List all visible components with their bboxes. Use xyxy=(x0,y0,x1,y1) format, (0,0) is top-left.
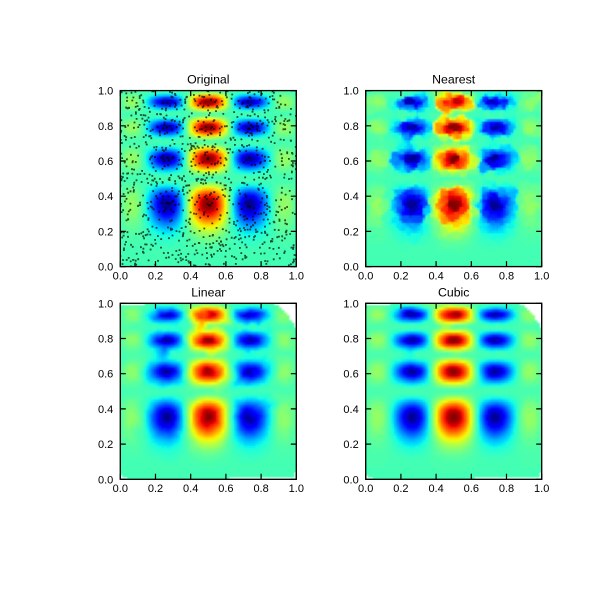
svg-text:0.6: 0.6 xyxy=(464,483,479,495)
svg-text:0.2: 0.2 xyxy=(393,483,408,495)
svg-text:1.0: 1.0 xyxy=(98,298,113,310)
svg-text:0.0: 0.0 xyxy=(343,262,358,274)
svg-text:0.8: 0.8 xyxy=(499,483,514,495)
svg-text:1.0: 1.0 xyxy=(289,483,304,495)
svg-text:0.0: 0.0 xyxy=(343,474,358,486)
svg-text:0.6: 0.6 xyxy=(343,156,358,168)
svg-text:0.4: 0.4 xyxy=(343,191,358,203)
svg-text:1.0: 1.0 xyxy=(534,271,549,283)
svg-text:0.6: 0.6 xyxy=(218,271,233,283)
svg-text:0.6: 0.6 xyxy=(343,369,358,381)
svg-text:0.6: 0.6 xyxy=(464,271,479,283)
svg-text:0.6: 0.6 xyxy=(98,369,113,381)
svg-text:0.2: 0.2 xyxy=(98,226,113,238)
svg-text:1.0: 1.0 xyxy=(98,86,113,98)
svg-text:Nearest: Nearest xyxy=(432,73,476,87)
svg-text:0.4: 0.4 xyxy=(98,191,113,203)
svg-text:0.8: 0.8 xyxy=(499,271,514,283)
svg-text:1.0: 1.0 xyxy=(289,271,304,283)
svg-text:0.0: 0.0 xyxy=(113,271,128,283)
svg-text:0.0: 0.0 xyxy=(98,262,113,274)
svg-text:0.8: 0.8 xyxy=(253,271,268,283)
svg-text:0.8: 0.8 xyxy=(343,121,358,133)
svg-text:0.4: 0.4 xyxy=(183,483,198,495)
svg-text:0.6: 0.6 xyxy=(218,483,233,495)
svg-text:0.4: 0.4 xyxy=(428,271,443,283)
svg-text:0.8: 0.8 xyxy=(98,121,113,133)
svg-text:Linear: Linear xyxy=(191,285,225,299)
svg-text:0.2: 0.2 xyxy=(98,439,113,451)
svg-text:0.0: 0.0 xyxy=(358,271,373,283)
svg-text:0.6: 0.6 xyxy=(98,156,113,168)
svg-text:1.0: 1.0 xyxy=(343,298,358,310)
svg-text:0.2: 0.2 xyxy=(148,271,163,283)
svg-text:Original: Original xyxy=(187,73,229,87)
svg-text:Cubic: Cubic xyxy=(438,285,469,299)
svg-text:0.4: 0.4 xyxy=(343,404,358,416)
svg-text:0.0: 0.0 xyxy=(98,474,113,486)
svg-text:0.0: 0.0 xyxy=(113,483,128,495)
svg-text:0.8: 0.8 xyxy=(253,483,268,495)
svg-text:0.8: 0.8 xyxy=(98,334,113,346)
svg-text:1.0: 1.0 xyxy=(343,86,358,98)
svg-text:1.0: 1.0 xyxy=(534,483,549,495)
svg-text:0.2: 0.2 xyxy=(343,226,358,238)
svg-text:0.0: 0.0 xyxy=(358,483,373,495)
svg-text:0.4: 0.4 xyxy=(98,404,113,416)
svg-text:0.2: 0.2 xyxy=(148,483,163,495)
svg-text:0.4: 0.4 xyxy=(183,271,198,283)
svg-text:0.4: 0.4 xyxy=(428,483,443,495)
svg-text:0.2: 0.2 xyxy=(343,439,358,451)
svg-text:0.8: 0.8 xyxy=(343,334,358,346)
svg-text:0.2: 0.2 xyxy=(393,271,408,283)
